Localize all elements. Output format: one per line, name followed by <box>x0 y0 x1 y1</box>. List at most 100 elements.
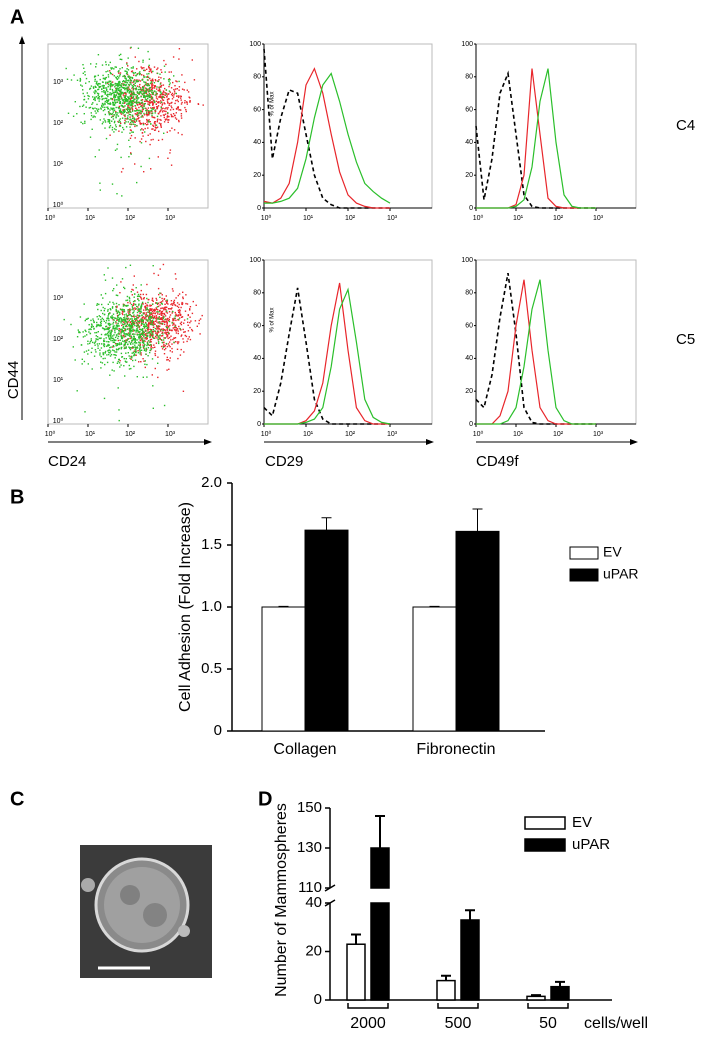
dot <box>163 309 165 311</box>
dot <box>129 77 131 80</box>
y-axis-title: Number of Mammospheres <box>273 803 290 997</box>
dot <box>99 321 102 323</box>
dot <box>131 330 133 332</box>
dot <box>131 107 133 110</box>
dot <box>186 340 188 343</box>
dot <box>121 111 123 114</box>
dot <box>96 304 98 306</box>
dot <box>120 110 122 113</box>
dot <box>131 120 133 123</box>
dot <box>113 109 115 112</box>
dot <box>132 92 135 95</box>
dot <box>124 343 126 345</box>
dot <box>122 112 124 115</box>
error-bar <box>472 508 483 532</box>
dot <box>128 139 130 141</box>
x-tick-label: 10¹ <box>513 431 524 438</box>
dot <box>145 312 148 314</box>
dot <box>104 334 106 336</box>
dot <box>87 363 89 365</box>
dot <box>129 347 131 349</box>
dot <box>130 329 132 331</box>
dot <box>154 112 156 114</box>
dot <box>124 105 126 107</box>
dot <box>97 331 99 333</box>
dot <box>166 310 168 312</box>
dot <box>113 325 115 327</box>
dot <box>81 85 83 87</box>
x-tick-label: 10² <box>345 215 356 222</box>
dot <box>96 343 99 345</box>
dot <box>174 273 177 275</box>
dot <box>126 71 128 73</box>
dot <box>164 118 167 120</box>
dot <box>98 149 100 151</box>
dot <box>87 94 89 97</box>
dot <box>123 128 125 131</box>
dot <box>136 308 138 310</box>
dot <box>101 98 104 100</box>
dot <box>105 345 108 347</box>
dot <box>117 83 119 85</box>
dot <box>117 387 119 389</box>
error-bar <box>321 517 332 531</box>
dot <box>155 97 158 99</box>
dot <box>189 316 191 318</box>
dot <box>129 91 131 93</box>
dot <box>116 193 118 195</box>
dot <box>117 97 119 100</box>
dot <box>143 347 145 349</box>
dot <box>124 95 126 97</box>
dot <box>82 92 84 95</box>
dot <box>119 95 122 98</box>
dot <box>156 332 158 334</box>
dot <box>139 140 141 143</box>
dot <box>110 346 112 348</box>
dot <box>128 89 130 91</box>
dot <box>155 315 158 317</box>
dot <box>145 347 147 349</box>
dot <box>150 338 153 341</box>
dot <box>90 325 93 328</box>
dot <box>168 341 171 343</box>
dot <box>129 348 132 351</box>
dot <box>109 82 112 85</box>
y-axis-title: Cell Adhesion (Fold Increase) <box>177 502 194 712</box>
dot <box>134 320 137 322</box>
dot <box>160 119 162 121</box>
dot <box>148 64 150 67</box>
row-label: C4 <box>676 117 695 134</box>
dot <box>93 76 96 78</box>
plot-frame <box>47 43 209 209</box>
dot <box>85 77 88 80</box>
dot <box>157 102 160 104</box>
dot <box>168 98 170 100</box>
dot <box>139 80 142 82</box>
dot <box>145 338 147 340</box>
dot <box>128 346 130 348</box>
dot <box>165 92 168 95</box>
dot <box>137 98 139 100</box>
dot <box>86 318 88 320</box>
dot <box>158 130 160 133</box>
dot <box>140 289 142 292</box>
dot <box>156 330 159 333</box>
dot <box>166 319 168 321</box>
dot <box>126 323 129 325</box>
dot <box>126 89 128 91</box>
dot <box>132 86 134 89</box>
dot <box>136 109 138 112</box>
dot <box>177 100 179 103</box>
dot <box>162 95 164 98</box>
dot <box>131 70 134 72</box>
dot <box>130 315 132 317</box>
dot <box>152 385 154 387</box>
dot <box>147 123 149 125</box>
dot <box>184 81 186 84</box>
dot <box>104 352 106 354</box>
dot <box>171 94 174 97</box>
dot <box>125 318 128 320</box>
dot <box>95 63 98 65</box>
dot <box>135 303 137 306</box>
dot <box>156 93 158 95</box>
